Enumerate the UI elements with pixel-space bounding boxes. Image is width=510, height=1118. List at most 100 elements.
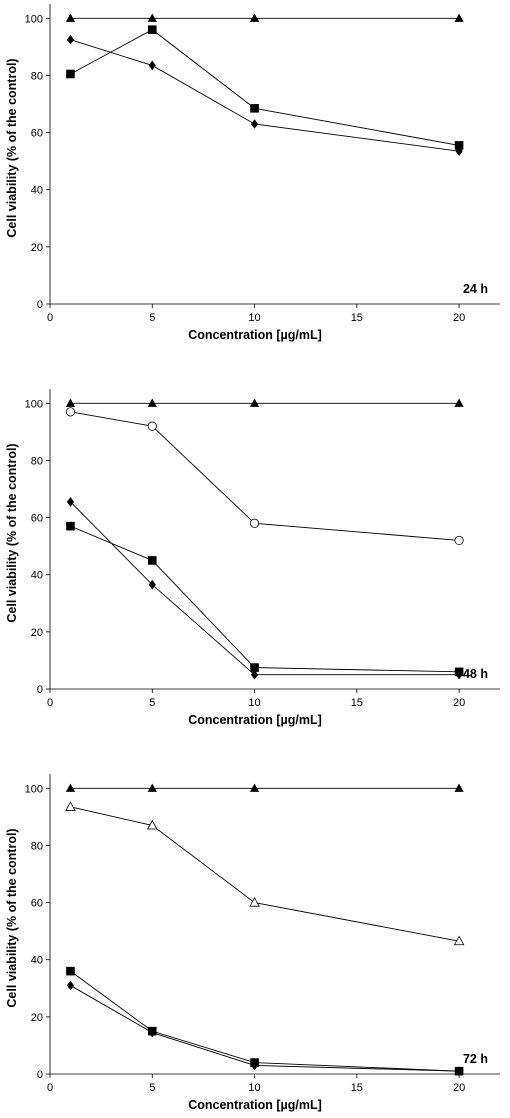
x-tick-label: 5	[149, 697, 155, 709]
series-line	[70, 970, 460, 1072]
x-tick-label: 15	[351, 1082, 363, 1094]
y-tick-label: 60	[31, 128, 43, 140]
data-point	[148, 1027, 156, 1038]
data-point	[65, 783, 76, 792]
data-point	[66, 521, 75, 531]
x-tick-label: 5	[149, 1082, 155, 1094]
data-point	[455, 1066, 463, 1076]
data-point	[453, 935, 465, 946]
series-4	[66, 521, 464, 677]
x-tick-label: 0	[47, 312, 53, 324]
data-point	[454, 398, 464, 407]
x-tick-label: 20	[453, 697, 465, 709]
y-tick-label: 20	[31, 627, 43, 639]
x-tick-label: 20	[453, 1082, 465, 1094]
time-point-label: 48 h	[463, 667, 488, 681]
y-tick-label: 60	[31, 513, 43, 525]
series-2	[66, 34, 463, 156]
data-point	[65, 13, 76, 22]
data-point	[249, 398, 260, 407]
y-tick-label: 0	[37, 684, 43, 696]
x-tick-label: 15	[351, 312, 363, 324]
data-point	[454, 667, 464, 677]
x-axis-title: Concentration [µg/mL]	[188, 713, 322, 727]
series-3	[66, 25, 464, 150]
series-1	[65, 783, 464, 792]
data-point	[147, 783, 157, 792]
y-axis-title: Cell viability (% of the control)	[5, 443, 19, 622]
series-line	[70, 501, 460, 676]
series-1	[65, 398, 464, 407]
y-tick-label: 20	[31, 1012, 43, 1024]
x-axis-title: Concentration [µg/mL]	[188, 328, 322, 342]
y-tick-label: 60	[31, 898, 43, 910]
series-line	[70, 39, 460, 152]
series-line	[70, 985, 460, 1072]
x-tick-label: 10	[248, 697, 260, 709]
y-tick-label: 100	[25, 13, 43, 25]
data-point	[147, 13, 157, 22]
data-point	[65, 407, 76, 417]
chart-panel-2: 0 20 40 60 80 100 0 5 10 15 20 Concentration [µg/mL…	[5, 389, 500, 727]
data-point	[147, 398, 157, 407]
data-point	[147, 556, 157, 565]
x-tick-label: 0	[47, 1082, 53, 1094]
data-point	[454, 535, 464, 546]
y-tick-label: 20	[31, 242, 43, 254]
time-point-label: 72 h	[463, 1052, 488, 1066]
data-point	[65, 801, 76, 811]
y-tick-label: 80	[31, 840, 43, 852]
series-2	[65, 801, 465, 946]
series-4	[66, 980, 463, 1076]
chart-panel-3: 0 20 40 60 80 100 0 5 10 15 20 Concentration [µg/mL…	[5, 774, 500, 1112]
x-tick-label: 5	[149, 312, 155, 324]
data-point	[66, 980, 75, 991]
series-line	[70, 806, 460, 942]
data-point	[66, 966, 75, 976]
time-point-label: 24 h	[463, 282, 488, 296]
x-tick-label: 10	[248, 312, 260, 324]
y-tick-label: 40	[31, 185, 43, 197]
data-point	[148, 60, 156, 71]
data-point	[250, 663, 259, 672]
x-tick-label: 0	[47, 697, 53, 709]
data-point	[250, 119, 259, 129]
chart-panel-1: 0 20 40 60 80 100 0 5 10 15 20 Concentration [µg/mL…	[5, 4, 500, 342]
data-point	[66, 69, 75, 79]
x-tick-label: 10	[248, 1082, 260, 1094]
y-tick-label: 0	[37, 1069, 43, 1081]
data-point	[249, 13, 260, 22]
data-point	[249, 518, 260, 528]
data-point	[146, 819, 158, 830]
data-point	[455, 146, 463, 156]
data-point	[147, 421, 157, 431]
data-point	[148, 579, 156, 590]
series-1	[65, 13, 464, 22]
data-point	[454, 783, 464, 792]
y-tick-label: 100	[25, 783, 43, 795]
series-2	[65, 407, 464, 546]
data-point	[66, 497, 75, 507]
y-tick-label: 40	[31, 570, 43, 582]
series-line	[70, 525, 460, 673]
series-line	[70, 411, 460, 541]
data-point	[250, 1060, 259, 1071]
y-tick-label: 100	[25, 398, 43, 410]
data-point	[249, 896, 260, 907]
data-point	[250, 669, 259, 680]
data-point	[66, 34, 75, 45]
y-tick-label: 0	[37, 299, 43, 311]
data-point	[454, 13, 464, 22]
data-point	[65, 398, 76, 407]
series-line	[70, 29, 460, 146]
data-point	[454, 141, 464, 150]
y-axis-title: Cell viability (% of the control)	[5, 58, 19, 237]
data-point	[249, 783, 260, 792]
y-tick-label: 40	[31, 955, 43, 967]
y-tick-label: 80	[31, 70, 43, 82]
data-point	[147, 25, 157, 35]
x-axis-title: Concentration [µg/mL]	[188, 1098, 322, 1112]
x-tick-label: 15	[351, 697, 363, 709]
series-3	[66, 966, 464, 1076]
y-axis-title: Cell viability (% of the control)	[5, 828, 19, 1007]
